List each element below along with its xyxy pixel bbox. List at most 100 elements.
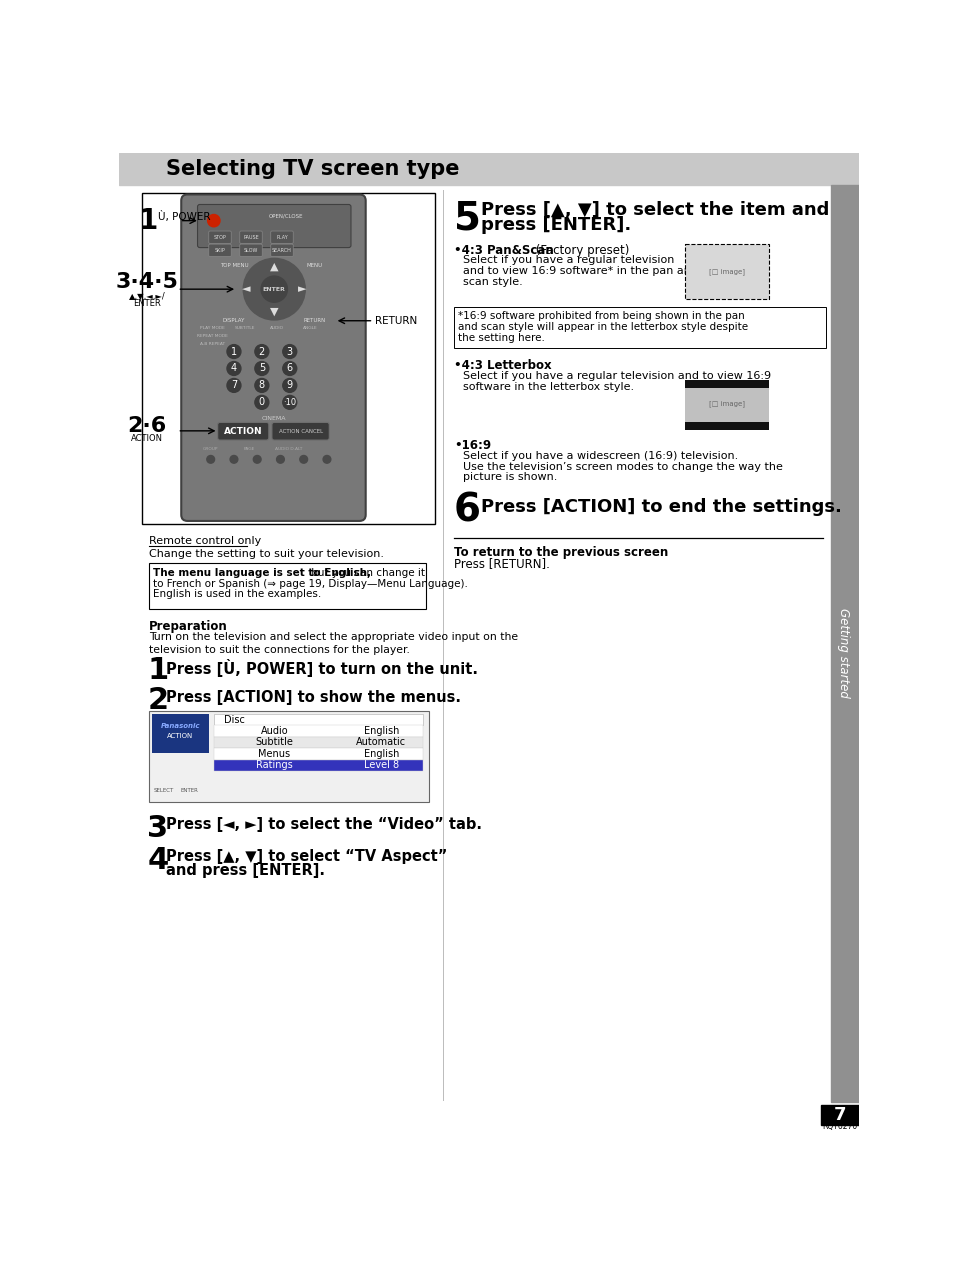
Text: Press [ACTION] to end the settings.: Press [ACTION] to end the settings. xyxy=(480,498,841,516)
Text: SKIP: SKIP xyxy=(214,247,225,252)
Circle shape xyxy=(276,456,284,464)
Text: 2: 2 xyxy=(258,347,265,357)
Text: ◄: ◄ xyxy=(242,284,251,294)
Text: SUBTITLE: SUBTITLE xyxy=(234,326,254,330)
Text: Disc: Disc xyxy=(224,715,245,725)
Text: Audio: Audio xyxy=(260,726,288,736)
Text: Select if you have a regular television and to view 16:9: Select if you have a regular television … xyxy=(463,371,771,381)
Text: 7: 7 xyxy=(231,381,237,390)
Text: Press [ACTION] to show the menus.: Press [ACTION] to show the menus. xyxy=(166,689,460,705)
Text: ACTION: ACTION xyxy=(131,434,163,443)
Text: TOP MENU: TOP MENU xyxy=(219,262,248,268)
Bar xyxy=(213,736,422,748)
Text: DISPLAY: DISPLAY xyxy=(223,318,245,324)
Text: RQT6270: RQT6270 xyxy=(821,1122,857,1131)
Text: ENTER: ENTER xyxy=(262,287,285,292)
Circle shape xyxy=(230,456,237,464)
FancyBboxPatch shape xyxy=(209,231,231,243)
Text: SLOW: SLOW xyxy=(244,247,258,252)
Circle shape xyxy=(227,378,241,392)
Text: ▼: ▼ xyxy=(270,307,278,316)
Text: and to view 16:9 software* in the pan and: and to view 16:9 software* in the pan an… xyxy=(463,266,698,276)
Bar xyxy=(119,153,858,185)
Bar xyxy=(152,715,209,753)
Text: but you can change it: but you can change it xyxy=(308,568,425,578)
Text: English: English xyxy=(363,726,398,736)
Text: ▲,▼,◄,►/: ▲,▼,◄,►/ xyxy=(129,292,166,301)
Bar xyxy=(821,1106,858,1125)
Text: 2: 2 xyxy=(147,687,168,716)
Text: MENU: MENU xyxy=(306,262,322,268)
Bar xyxy=(684,380,768,431)
Text: Press [◄, ►] to select the “Video” tab.: Press [◄, ►] to select the “Video” tab. xyxy=(166,817,481,832)
Text: RETURN: RETURN xyxy=(375,316,416,326)
Text: 3: 3 xyxy=(287,347,293,357)
Text: ·10: ·10 xyxy=(283,397,296,406)
Text: PLAY MODE: PLAY MODE xyxy=(199,326,225,330)
Text: A-B REPEAT: A-B REPEAT xyxy=(199,341,225,345)
Text: software in the letterbox style.: software in the letterbox style. xyxy=(463,382,634,391)
Text: SEARCH: SEARCH xyxy=(272,247,292,252)
FancyBboxPatch shape xyxy=(217,423,269,440)
Text: 1: 1 xyxy=(231,347,236,357)
FancyBboxPatch shape xyxy=(239,245,262,256)
Text: ACTION: ACTION xyxy=(167,733,193,739)
Circle shape xyxy=(243,259,305,320)
Text: •4:3 Letterbox: •4:3 Letterbox xyxy=(454,359,551,372)
Text: 4: 4 xyxy=(147,846,169,875)
Text: 2·6: 2·6 xyxy=(128,417,167,436)
Circle shape xyxy=(261,276,287,302)
Text: •16:9: •16:9 xyxy=(454,440,491,452)
Text: ACTION: ACTION xyxy=(224,427,262,436)
Text: English: English xyxy=(363,749,398,759)
Text: Press [▲, ▼] to select the item and: Press [▲, ▼] to select the item and xyxy=(480,200,829,219)
Circle shape xyxy=(323,456,331,464)
Circle shape xyxy=(208,214,220,227)
Bar xyxy=(684,380,768,387)
Text: The menu language is set to English,: The menu language is set to English, xyxy=(153,568,371,578)
Text: Change the setting to suit your television.: Change the setting to suit your televisi… xyxy=(149,549,383,559)
Text: To return to the previous screen: To return to the previous screen xyxy=(454,545,668,558)
Bar xyxy=(830,185,858,1102)
Text: 1: 1 xyxy=(147,656,169,684)
Circle shape xyxy=(227,362,241,376)
Circle shape xyxy=(282,344,296,358)
Bar xyxy=(213,725,422,736)
Text: Automatic: Automatic xyxy=(355,738,406,748)
Bar xyxy=(142,192,435,524)
Text: Select if you have a regular television: Select if you have a regular television xyxy=(463,255,674,265)
Text: Use the television’s screen modes to change the way the: Use the television’s screen modes to cha… xyxy=(463,461,782,471)
Text: picture is shown.: picture is shown. xyxy=(463,473,558,483)
Text: STOP: STOP xyxy=(213,234,226,240)
FancyBboxPatch shape xyxy=(209,245,231,256)
Bar xyxy=(149,711,429,803)
Text: 5: 5 xyxy=(454,199,480,237)
Text: 4: 4 xyxy=(231,363,236,373)
FancyBboxPatch shape xyxy=(197,204,351,247)
Text: Ù, POWER: Ù, POWER xyxy=(158,210,211,222)
Circle shape xyxy=(253,456,261,464)
Text: 3: 3 xyxy=(147,814,168,842)
Text: scan style.: scan style. xyxy=(463,276,522,287)
Text: to French or Spanish (⇒ page 19, Display—Menu Language).: to French or Spanish (⇒ page 19, Display… xyxy=(153,578,468,589)
Circle shape xyxy=(254,395,269,409)
Text: English is used in the examples.: English is used in the examples. xyxy=(153,590,321,600)
Text: and press [ENTER].: and press [ENTER]. xyxy=(166,862,324,878)
Text: Menus: Menus xyxy=(258,749,290,759)
FancyBboxPatch shape xyxy=(271,231,293,243)
Text: the setting here.: the setting here. xyxy=(457,333,544,343)
Circle shape xyxy=(282,378,296,392)
Text: *16:9 software prohibited from being shown in the pan: *16:9 software prohibited from being sho… xyxy=(457,312,744,321)
Text: CINEMA: CINEMA xyxy=(262,417,286,420)
Bar xyxy=(213,759,422,771)
Circle shape xyxy=(254,344,269,358)
Text: [□ image]: [□ image] xyxy=(708,400,744,406)
Text: •4:3 Pan&Scan: •4:3 Pan&Scan xyxy=(454,243,554,257)
Text: 7: 7 xyxy=(833,1106,845,1125)
Text: Subtitle: Subtitle xyxy=(255,738,293,748)
Text: Press [▲, ▼] to select “TV Aspect”: Press [▲, ▼] to select “TV Aspect” xyxy=(166,848,447,864)
Bar xyxy=(684,423,768,431)
Bar xyxy=(454,307,825,349)
Text: 6: 6 xyxy=(454,492,480,530)
Text: REPEAT MODE: REPEAT MODE xyxy=(196,334,228,338)
